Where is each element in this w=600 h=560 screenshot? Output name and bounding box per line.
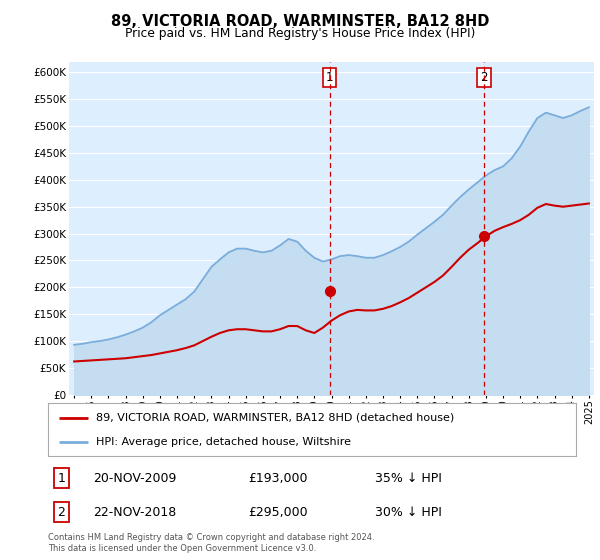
Text: 2: 2 — [481, 71, 488, 84]
Text: 22-NOV-2018: 22-NOV-2018 — [93, 506, 176, 519]
Text: Contains HM Land Registry data © Crown copyright and database right 2024.
This d: Contains HM Land Registry data © Crown c… — [48, 533, 374, 553]
Text: 89, VICTORIA ROAD, WARMINSTER, BA12 8HD (detached house): 89, VICTORIA ROAD, WARMINSTER, BA12 8HD … — [95, 413, 454, 423]
Text: £193,000: £193,000 — [248, 472, 308, 484]
Text: £295,000: £295,000 — [248, 506, 308, 519]
Text: 89, VICTORIA ROAD, WARMINSTER, BA12 8HD: 89, VICTORIA ROAD, WARMINSTER, BA12 8HD — [111, 14, 489, 29]
Text: HPI: Average price, detached house, Wiltshire: HPI: Average price, detached house, Wilt… — [95, 437, 350, 447]
Text: Price paid vs. HM Land Registry's House Price Index (HPI): Price paid vs. HM Land Registry's House … — [125, 27, 475, 40]
Text: 1: 1 — [57, 472, 65, 484]
Text: 1: 1 — [326, 71, 334, 84]
Text: 2: 2 — [57, 506, 65, 519]
Text: 30% ↓ HPI: 30% ↓ HPI — [376, 506, 442, 519]
Text: 20-NOV-2009: 20-NOV-2009 — [93, 472, 176, 484]
Text: 35% ↓ HPI: 35% ↓ HPI — [376, 472, 442, 484]
